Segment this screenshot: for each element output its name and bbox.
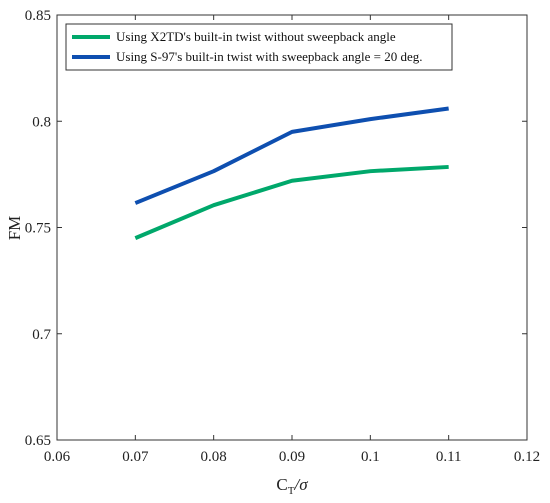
x-axis-ticks: 0.06 0.07 0.08 0.09 0.1 0.11 0.12 <box>44 15 540 465</box>
legend-label-x2td: Using X2TD's built-in twist without swee… <box>116 29 396 44</box>
y-tick-label: 0.85 <box>25 8 51 24</box>
x-tick-label: 0.1 <box>361 449 380 465</box>
series-line-1 <box>134 106 449 205</box>
x-tick-label: 0.11 <box>436 449 462 465</box>
x-axis-label: CT/σ <box>276 475 308 497</box>
y-axis-label: FM <box>5 216 24 241</box>
y-tick-label: 0.65 <box>25 433 51 449</box>
series-lines <box>134 106 449 240</box>
y-tick-label: 0.75 <box>25 221 51 237</box>
x-tick-label: 0.08 <box>201 449 227 465</box>
legend-box <box>65 23 453 71</box>
x-tick-label: 0.09 <box>279 449 305 465</box>
x-tick-label: 0.06 <box>44 449 71 465</box>
x-tick-label: 0.07 <box>122 449 149 465</box>
y-tick-label: 0.8 <box>32 114 51 130</box>
series-line-0 <box>134 164 449 240</box>
plot-area <box>56 14 528 441</box>
x-tick-label: 0.12 <box>514 449 540 465</box>
legend-label-s97: Using S-97's built-in twist with sweepba… <box>116 49 422 64</box>
legend: Using X2TD's built-in twist without swee… <box>65 23 453 71</box>
y-tick-label: 0.7 <box>32 327 51 343</box>
y-axis-ticks: 0.65 0.7 0.75 0.8 0.85 <box>25 8 527 449</box>
